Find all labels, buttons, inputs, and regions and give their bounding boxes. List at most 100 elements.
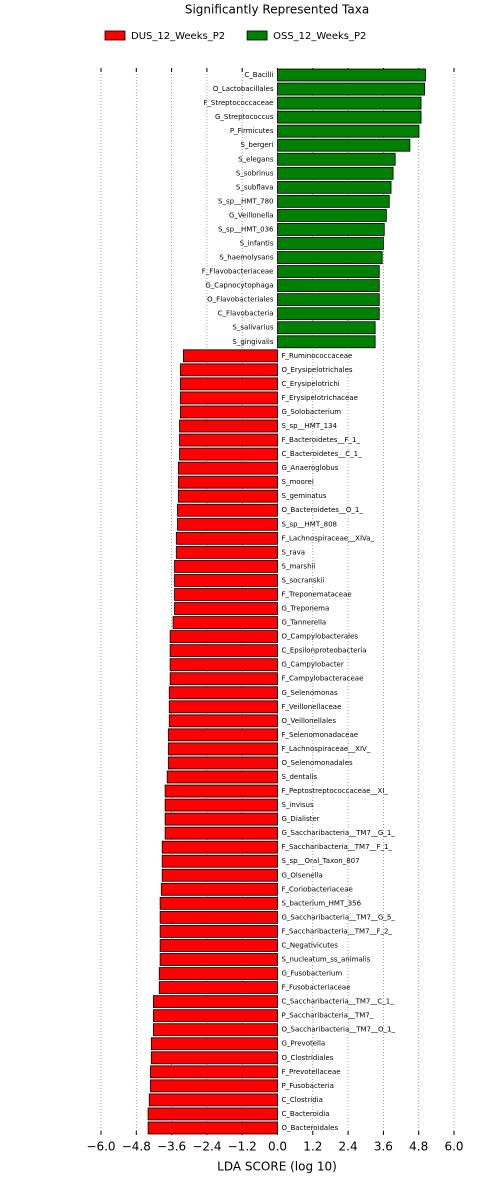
bar [180, 377, 278, 391]
bar [150, 1065, 278, 1079]
bar [169, 658, 278, 672]
bar [179, 447, 278, 461]
category-label: F_Prevotellaceae [282, 1068, 341, 1076]
x-tick-label: −3.6 [157, 1140, 186, 1154]
bar [177, 475, 278, 489]
category-label: S_sp__HMT_780 [218, 197, 273, 205]
bar [175, 531, 278, 545]
bar [277, 152, 396, 166]
category-label: F_Saccharibacteria__TM7__F_2_ [282, 927, 393, 935]
bar [169, 672, 278, 686]
bar [158, 981, 278, 994]
category-label: G_Prevotella [282, 1040, 326, 1048]
bar [147, 1107, 278, 1121]
category-label: P_Fusobacteria [282, 1082, 334, 1090]
bar [277, 223, 385, 236]
legend-label: DUS_12_Weeks_P2 [131, 31, 225, 42]
bar [168, 700, 278, 714]
bar [182, 349, 278, 363]
x-tick-label: 2.4 [339, 1140, 358, 1154]
bar [152, 1023, 278, 1037]
category-label: F_Fusobacteriaceae [282, 984, 351, 992]
bar [150, 1037, 278, 1051]
bar [148, 1093, 278, 1107]
category-label: F_Streptococcaceae [203, 99, 273, 107]
bar [277, 82, 425, 96]
category-label: S_salivarius [232, 324, 273, 332]
x-tick-label: 4.8 [409, 1140, 428, 1154]
bar [277, 110, 422, 124]
bar [159, 939, 278, 952]
x-tick-label: 1.2 [303, 1140, 322, 1154]
category-label: S_socranskii [282, 576, 325, 584]
bar [161, 868, 278, 882]
bar [277, 68, 426, 82]
category-label: C_Clostridia [282, 1096, 323, 1104]
category-label: C_Bacilli [244, 71, 273, 79]
category-label: S_gingivalis [232, 338, 273, 346]
category-label: S_sp__HMT_134 [282, 422, 338, 430]
bar [277, 307, 380, 321]
bar [150, 1079, 278, 1093]
bar [160, 882, 278, 896]
legend-label: OSS_12_Weeks_P2 [273, 31, 366, 42]
category-label: G_Streptococcus [215, 113, 274, 121]
category-label: G_Fusobacterium [282, 970, 343, 978]
bar [159, 896, 278, 910]
category-label: C_Flavobacteria [218, 310, 274, 318]
category-label: S_geminatus [282, 492, 327, 500]
bar [180, 405, 278, 419]
bar [174, 602, 278, 615]
category-label: O_Flavobacteriales [207, 296, 274, 304]
bar [169, 644, 278, 658]
bar [177, 503, 278, 517]
x-tick-label: 3.6 [374, 1140, 393, 1154]
category-label: F_Lachnospiraceae__XIVa_ [282, 534, 375, 542]
category-label: O_Bacteroidetes__O_1_ [282, 506, 364, 514]
bar [159, 910, 278, 924]
category-label: G_Olsenella [282, 871, 323, 879]
bar [277, 265, 380, 278]
category-label: S_nucleatum_ss_animalis [282, 956, 371, 964]
category-label: C_Epsilonproteobacteria [282, 647, 367, 655]
x-axis-title: LDA SCORE (log 10) [217, 1160, 337, 1174]
category-label: O_Lactobacillales [213, 85, 274, 93]
category-label: G_Saccharibacteria__TM7__G_1_ [282, 829, 396, 837]
category-label: S_dentalis [282, 773, 318, 781]
category-label: S_infantis [240, 239, 274, 247]
category-label: F_Bacteroidetes__F_1_ [282, 436, 361, 444]
category-label: G_Treponema [282, 605, 330, 613]
legend-swatch [104, 30, 126, 41]
category-label: G_Selenomonas [282, 689, 338, 697]
category-label: S_bergeri [240, 141, 273, 149]
x-tick-label: 6.0 [444, 1140, 463, 1154]
bar [277, 279, 380, 293]
bar [277, 180, 392, 194]
bar [147, 1121, 278, 1135]
bar [167, 756, 278, 770]
category-label: F_Peptostreptococcaceae__XI_ [282, 787, 389, 795]
bar [175, 545, 278, 559]
bar [168, 686, 278, 700]
bar [164, 784, 278, 798]
category-label: O_Clostridiales [282, 1054, 334, 1062]
category-label: F_Lachnospiraceae__XIV_ [282, 745, 371, 753]
bar [177, 461, 278, 475]
bar [166, 770, 278, 784]
bar [277, 194, 390, 208]
bar [179, 419, 278, 433]
bar [158, 967, 278, 980]
category-label: S_sp__Oral_Taxon_807 [282, 857, 360, 865]
bar [177, 489, 278, 503]
bar [152, 995, 278, 1009]
bar [179, 433, 278, 447]
bar [277, 124, 420, 138]
category-label: G_Veillonella [229, 211, 274, 219]
bar [277, 293, 380, 307]
category-label: C_Bacteroidetes__C_1_ [282, 450, 363, 458]
bar [159, 925, 278, 938]
category-label: O_Selenomonadales [282, 759, 354, 767]
category-label: F_Treponemataceae [282, 590, 352, 598]
x-tick-label: −2.4 [192, 1140, 221, 1154]
